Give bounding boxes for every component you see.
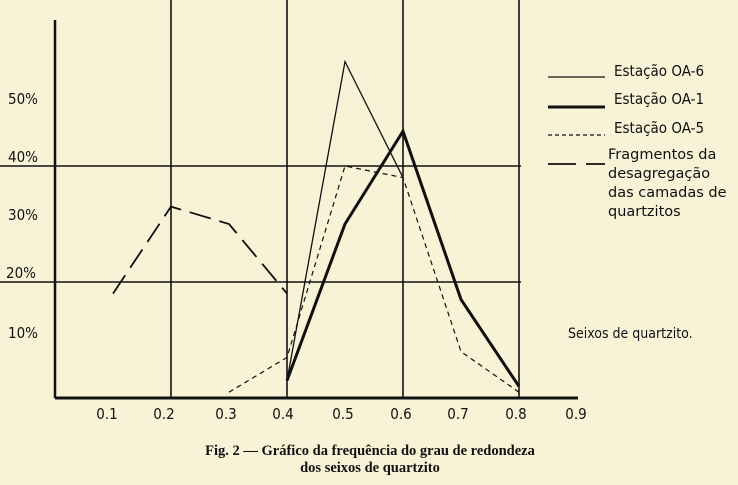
annotation: Seixos de quartzito. <box>568 326 693 342</box>
x-tick: 0.8 <box>505 405 526 423</box>
x-tick: 0.1 <box>96 405 117 423</box>
x-tick: 0.7 <box>447 405 468 423</box>
legend-label: Estação OA-6 <box>614 62 704 80</box>
legend: Estação OA-6 Estação OA-1 Estação OA-5 F… <box>548 62 727 220</box>
legend-label: Fragmentos da desagregação das camadas d… <box>608 147 727 220</box>
y-tick: 40% <box>8 148 38 166</box>
series-line-0 <box>286 59 404 381</box>
x-tick: 0.4 <box>272 405 293 423</box>
chart-subtitle: dos seixos de quartzito <box>300 460 440 476</box>
y-tick: 10% <box>8 324 38 342</box>
x-tick: 0.2 <box>153 405 174 423</box>
y-tick: 30% <box>8 206 38 224</box>
x-tick: 0.3 <box>215 405 236 423</box>
grid <box>0 0 578 400</box>
y-tick: 50% <box>8 90 38 108</box>
series-line-2 <box>228 165 520 393</box>
x-tick: 0.5 <box>332 405 353 423</box>
x-tick: 0.9 <box>565 405 586 423</box>
x-tick: 0.6 <box>390 405 411 423</box>
chart-title: Fig. 2 — Gráfico da frequência do grau d… <box>205 443 535 459</box>
legend-label: Estação OA-5 <box>614 119 704 137</box>
series-lines <box>112 59 521 393</box>
series-line-3 <box>112 205 288 295</box>
series-line-1 <box>285 127 521 388</box>
legend-label: Estação OA-1 <box>614 90 704 108</box>
tick-labels: 0.1 0.2 0.3 0.4 0.5 0.6 0.7 0.8 0.9 10% … <box>6 90 587 423</box>
y-tick: 20% <box>6 264 36 282</box>
